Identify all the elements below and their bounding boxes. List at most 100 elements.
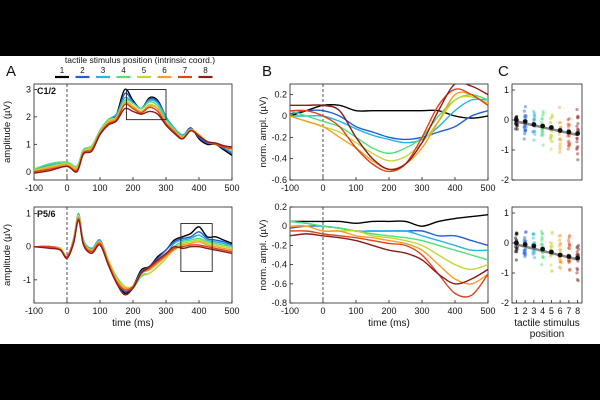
participant-dot-7 [568,243,572,248]
participant-dot-8 [576,114,580,118]
participant-dot-2 [523,253,528,257]
mean-point-5 [548,249,554,255]
participant-dot-7 [568,143,572,147]
participant-dot-3 [533,129,537,133]
mean-point-4 [540,246,546,252]
participant-dot-4 [541,133,545,137]
participant-dot-4 [540,132,544,137]
series-line-6 [34,216,232,290]
participant-dot-2 [523,105,528,109]
participant-dot-4 [540,235,544,239]
participant-dot-6 [557,105,562,110]
participant-dot-5 [549,245,553,249]
participant-dot-4 [540,127,544,132]
y-tick-label-C_bot: 0 [504,238,509,248]
participant-dot-4 [540,242,544,246]
y-tick-label-B_bot: -0.6 [271,279,287,289]
x-tick-label-A_bot: 500 [224,306,239,316]
chart-A_bot: -100 0 100 200 300 400 500 -1 0 1 amplitude (µV) ti… [2,206,240,329]
participant-dot-5 [548,241,553,245]
series-line-4 [290,220,488,261]
participant-dot-1 [514,232,518,237]
participant-dot-1 [515,247,519,251]
participant-dot-5 [548,116,553,121]
x-axis-label-B_bot: time (ms) [368,318,410,329]
legend-entry-6: 6 [157,66,172,79]
participant-dot-2 [523,129,527,133]
mean-point-3 [531,243,537,249]
participant-dot-6 [558,150,562,154]
legend-number-3: 3 [101,66,106,75]
series-line-2 [290,109,488,141]
x-tick-label-A_bot: 200 [125,306,140,316]
participant-dot-4 [540,117,544,121]
participant-dot-6 [558,242,563,246]
legend-number-8: 8 [203,66,208,75]
mean-point-6 [557,128,563,133]
series-line-1 [290,213,488,227]
participant-dot-4 [540,242,544,247]
x-tick-label-A_top: 400 [191,183,206,193]
y-tick-label-C_bot: -2 [501,298,509,308]
participant-dot-4 [541,130,545,134]
participant-dot-2 [524,116,528,120]
plot-area-B_bot [290,207,488,303]
y-tick-label-A_top: 0 [26,167,31,177]
y-tick-label-B_bot: 0 [282,221,287,231]
x-tick-label-B_top: 200 [381,183,396,193]
participant-dot-6 [557,234,561,238]
series-line-2 [34,92,232,172]
participant-dot-5 [549,133,553,138]
participant-dot-7 [567,258,571,262]
participant-dot-7 [566,147,570,151]
participant-dot-1 [514,246,518,250]
participant-dot-8 [575,140,579,144]
participant-dot-2 [523,235,527,240]
mean-point-1 [513,240,519,246]
x-tick-label-A_bot: 400 [191,306,206,316]
participant-dot-3 [532,251,537,255]
participant-dot-3 [531,252,535,256]
y-tick-label-B_bot: -0.2 [271,240,287,250]
y-tick-label-B_top: -0.2 [271,132,287,142]
participant-dot-8 [576,253,580,257]
mean-point-7 [566,254,572,259]
participant-dot-8 [575,250,579,254]
participant-dot-6 [558,241,562,245]
participant-dot-3 [532,117,536,122]
participant-dot-2 [523,132,527,136]
participant-dot-8 [575,271,579,275]
participant-dot-1 [515,122,519,126]
participant-dot-7 [568,141,572,146]
plot-area-C_bot [513,229,581,283]
participant-dot-3 [532,129,536,133]
x-tick-label-C_bot: 4 [540,306,545,316]
x-tick-label-B_bot: 300 [414,306,429,316]
highlight-box-A_top [125,89,167,121]
participant-dot-8 [575,146,579,150]
y-tick-label-B_bot: 0.2 [274,202,287,212]
participant-dot-2 [524,114,528,118]
participant-dot-6 [558,147,562,151]
participant-dot-4 [541,256,545,260]
x-tick-label-B_top: -100 [281,183,299,193]
y-tick-label-C_top: -1 [501,145,509,155]
y-tick-label-B_top: -0.4 [271,154,287,164]
participant-dot-1 [515,231,519,235]
legend-number-7: 7 [183,66,188,75]
participant-dot-8 [576,127,580,131]
participant-dot-2 [523,128,527,132]
legend-entry-1: 1 [55,66,69,79]
participant-dot-8 [575,137,579,141]
participant-dot-3 [531,130,535,134]
participant-dot-4 [540,231,544,236]
participant-dot-5 [549,245,553,249]
participant-dot-4 [540,243,544,247]
x-tick-label-A_top: 500 [224,183,239,193]
participant-dot-8 [575,124,579,128]
participant-dot-8 [576,144,580,149]
y-tick-label-C_top: 0 [504,115,509,125]
participant-dot-4 [540,130,544,134]
participant-dot-5 [550,135,554,139]
